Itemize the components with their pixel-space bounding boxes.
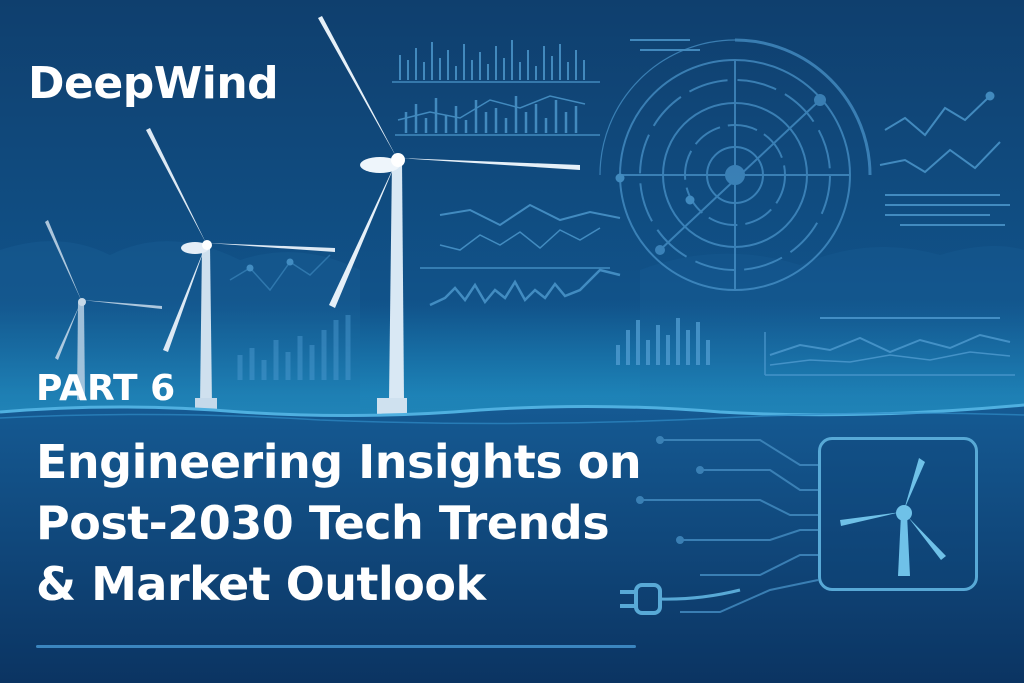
wind-turbine-icon [840,458,946,576]
wind-turbine-small [45,220,162,400]
data-visualization-decor [229,38,1015,380]
brand-logo: DeepWind [28,58,279,109]
wind-turbine-medium [146,128,335,416]
underline-divider [36,645,636,648]
power-plug-icon [620,583,741,615]
turbine-panel [818,437,978,591]
headline-line-2: Post-2030 Tech Trends [36,496,610,550]
headline-line-1: Engineering Insights on [36,435,642,489]
headline-line-3: & Market Outlook [36,557,486,611]
series-label: PART 6 [36,368,176,409]
headline: Engineering Insights on Post-2030 Tech T… [36,432,642,615]
wind-turbine-large [318,16,580,418]
